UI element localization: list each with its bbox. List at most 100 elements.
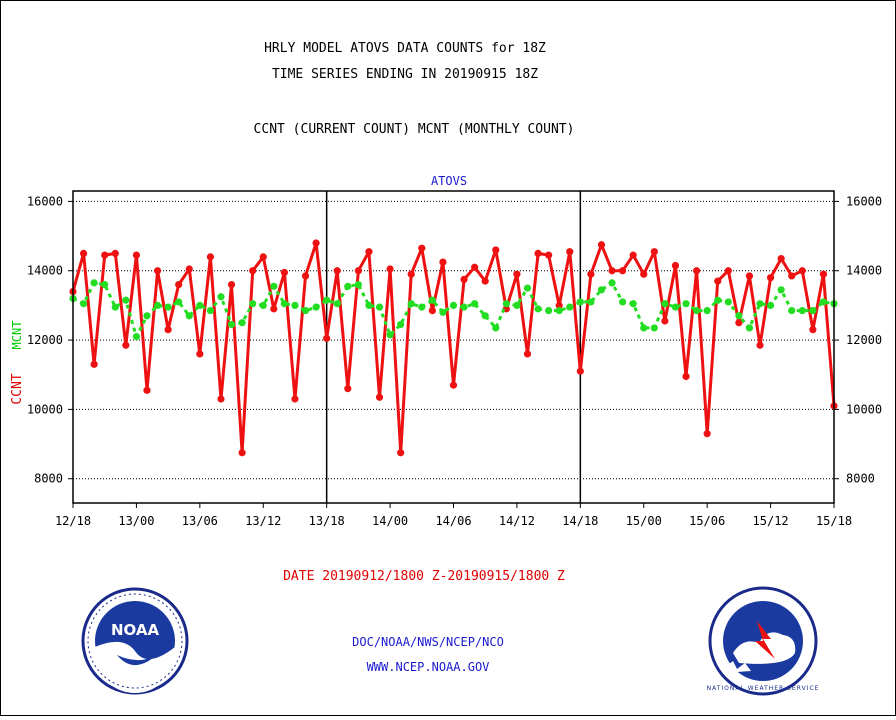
- x-tick-label-72: 15/18: [816, 514, 852, 528]
- point-mcnt-5: [122, 296, 130, 304]
- point-mcnt-28: [365, 301, 373, 309]
- point-ccnt-8: [153, 267, 162, 275]
- y-tick-label-right-8000: 8000: [846, 472, 875, 486]
- ylabel-ccnt: CCNT: [10, 373, 25, 404]
- chart-title: ATOVS: [431, 174, 467, 188]
- point-ccnt-19: [270, 305, 278, 313]
- point-mcnt-14: [217, 293, 225, 301]
- x-tick-label-30: 14/00: [372, 514, 408, 528]
- point-mcnt-70: [809, 307, 817, 315]
- point-ccnt-70: [809, 326, 817, 334]
- point-ccnt-37: [460, 275, 468, 283]
- point-ccnt-66: [766, 274, 775, 282]
- point-mcnt-64: [745, 324, 754, 332]
- point-mcnt-33: [418, 303, 426, 311]
- point-mcnt-38: [471, 300, 479, 308]
- point-ccnt-52: [619, 267, 627, 275]
- point-mcnt-9: [164, 303, 172, 311]
- point-mcnt-13: [206, 307, 215, 315]
- point-mcnt-19: [270, 282, 278, 290]
- point-ccnt-71: [819, 270, 828, 278]
- point-ccnt-47: [566, 248, 574, 256]
- point-ccnt-62: [724, 267, 732, 275]
- point-mcnt-43: [523, 284, 532, 292]
- point-mcnt-62: [724, 298, 732, 306]
- date-range: DATE 20190912/1800 Z-20190915/1800 Z: [283, 569, 565, 584]
- x-tick-label-24: 13/18: [309, 514, 345, 528]
- grid-layer: [73, 191, 834, 503]
- point-mcnt-60: [703, 307, 711, 315]
- nws-logo: NATIONAL WEATHER SERVICE: [707, 586, 818, 696]
- title-line1: HRLY MODEL ATOVS DATA COUNTS for 18Z: [264, 41, 546, 56]
- point-ccnt-9: [164, 326, 172, 334]
- point-mcnt-17: [249, 300, 257, 308]
- point-mcnt-44: [534, 305, 542, 313]
- point-ccnt-51: [608, 267, 616, 275]
- noaa-logo-text: NOAA: [111, 621, 160, 639]
- point-mcnt-58: [682, 300, 690, 308]
- point-ccnt-46: [555, 301, 563, 309]
- y-tick-label-right-12000: 12000: [846, 333, 882, 347]
- point-mcnt-27: [354, 281, 362, 289]
- y-tick-label-left-16000: 16000: [27, 194, 63, 208]
- point-ccnt-14: [217, 395, 225, 403]
- x-tick-label-0: 12/18: [55, 514, 91, 528]
- point-ccnt-33: [418, 244, 426, 252]
- point-ccnt-24: [323, 334, 331, 342]
- x-tick-label-12: 13/06: [182, 514, 218, 528]
- point-ccnt-15: [227, 281, 236, 289]
- point-mcnt-31: [397, 320, 405, 329]
- point-mcnt-56: [661, 300, 669, 308]
- point-ccnt-4: [111, 249, 119, 257]
- point-mcnt-57: [671, 303, 680, 311]
- point-mcnt-66: [766, 301, 775, 309]
- point-mcnt-3: [101, 281, 109, 289]
- point-mcnt-50: [597, 286, 606, 294]
- point-mcnt-34: [428, 296, 436, 304]
- point-ccnt-32: [407, 270, 415, 278]
- series-layer: [69, 239, 838, 457]
- y-tick-label-right-10000: 10000: [846, 402, 882, 416]
- point-mcnt-1: [79, 300, 88, 308]
- point-ccnt-18: [259, 253, 267, 261]
- point-mcnt-59: [692, 307, 701, 315]
- point-ccnt-56: [661, 317, 669, 325]
- point-ccnt-67: [777, 255, 785, 263]
- plot-border: [72, 190, 835, 504]
- point-ccnt-22: [301, 272, 310, 280]
- point-ccnt-21: [291, 395, 299, 403]
- point-mcnt-4: [111, 303, 119, 311]
- point-mcnt-45: [545, 307, 553, 315]
- point-ccnt-27: [354, 267, 362, 275]
- subtitle: CCNT (CURRENT COUNT) MCNT (MONTHLY COUNT…: [254, 122, 575, 137]
- point-ccnt-63: [735, 319, 743, 327]
- x-tick-label-18: 13/12: [245, 514, 281, 528]
- y-tick-label-right-16000: 16000: [846, 194, 882, 208]
- point-ccnt-7: [143, 386, 151, 394]
- point-ccnt-12: [196, 350, 204, 358]
- point-mcnt-23: [312, 303, 320, 311]
- point-mcnt-24: [323, 296, 331, 304]
- point-ccnt-49: [587, 270, 595, 278]
- point-ccnt-60: [703, 430, 711, 438]
- point-ccnt-57: [671, 261, 680, 270]
- point-mcnt-67: [777, 286, 785, 294]
- series-line-mcnt: [72, 281, 835, 339]
- point-ccnt-10: [175, 281, 183, 289]
- point-mcnt-52: [619, 298, 627, 306]
- point-mcnt-63: [735, 312, 743, 320]
- point-mcnt-49: [587, 298, 595, 306]
- point-mcnt-35: [439, 308, 447, 316]
- point-ccnt-48: [576, 367, 584, 375]
- point-ccnt-16: [238, 449, 246, 457]
- point-mcnt-41: [502, 300, 510, 308]
- x-tick-label-36: 14/06: [435, 514, 471, 528]
- point-ccnt-1: [79, 249, 88, 257]
- point-mcnt-32: [407, 300, 415, 308]
- point-ccnt-50: [597, 241, 606, 249]
- point-mcnt-71: [819, 298, 828, 306]
- point-ccnt-55: [650, 248, 658, 256]
- point-ccnt-54: [640, 270, 648, 278]
